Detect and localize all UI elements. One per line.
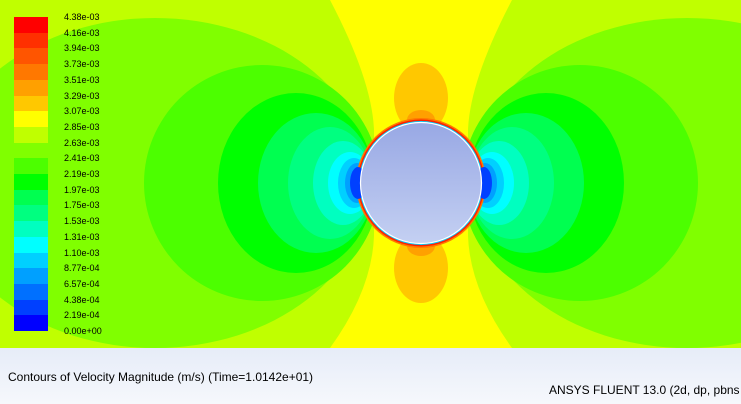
colorbar-label: 3.29e-03	[64, 90, 100, 101]
colorbar-label: 0.00e+00	[64, 326, 102, 336]
colorbar-band	[14, 158, 48, 175]
plot-title: Contours of Velocity Magnitude (m/s) (Ti…	[8, 370, 314, 384]
colorbar-label: 2.63e-03	[64, 137, 100, 148]
colorbar-band	[14, 189, 48, 206]
colorbar-band	[14, 126, 48, 144]
colorbar-label: 4.38e-04	[64, 294, 100, 305]
contour-plot: 4.38e-03 4.16e-03 3.94e-03 3.73e-03 3.51e-03…	[0, 0, 741, 348]
colorbar-label: 3.73e-03	[64, 59, 100, 70]
colorbar-label: 3.07e-03	[64, 106, 100, 117]
colorbar-band	[14, 95, 48, 112]
colorbar-label: 2.41e-03	[64, 153, 100, 164]
colorbar-band	[14, 236, 48, 253]
cylinder	[359, 121, 483, 245]
colorbar-band	[14, 111, 48, 128]
colorbar-label: 4.16e-03	[64, 27, 100, 38]
colorbar-label: 3.94e-03	[64, 43, 100, 54]
contour-field	[0, 0, 741, 348]
colorbar-band	[14, 205, 48, 222]
colorbar-band	[14, 142, 48, 159]
orange-lobe-bottom	[394, 233, 448, 303]
colorbar-label: 2.19e-04	[64, 310, 100, 321]
colorbar-label: 1.10e-03	[64, 247, 100, 258]
colorbar-label: 1.53e-03	[64, 216, 100, 227]
colorbar-label: 3.51e-03	[64, 74, 100, 85]
colorbar-band	[14, 252, 48, 269]
colorbar-band	[14, 283, 48, 301]
colorbar-label: 1.97e-03	[64, 184, 100, 195]
colorbar-band	[14, 174, 48, 191]
colorbar-label: 2.85e-03	[64, 121, 100, 132]
colorbar-label: 6.57e-04	[64, 278, 100, 289]
colorbar-band	[14, 268, 48, 285]
colorbar-label: 2.19e-03	[64, 169, 100, 179]
colorbar-band	[14, 315, 48, 332]
colorbar-band	[14, 32, 48, 49]
colorbar-band	[14, 64, 48, 81]
colorbar-label: 4.38e-03	[64, 12, 100, 22]
colorbar-label: 1.31e-03	[64, 231, 100, 242]
colorbar-band	[14, 79, 48, 96]
colorbar-band	[14, 221, 48, 238]
footer: Contours of Velocity Magnitude (m/s) (Ti…	[0, 348, 741, 404]
colorbar-label: 1.75e-03	[64, 200, 100, 211]
colorbar-band	[14, 299, 48, 316]
colorbar-band	[14, 48, 48, 65]
orange-lobe-top	[394, 63, 448, 133]
colorbar-label: 8.77e-04	[64, 263, 100, 274]
colorbar-band	[14, 17, 48, 34]
product-label: ANSYS FLUENT 13.0 (2d, dp, pbns	[549, 383, 740, 397]
